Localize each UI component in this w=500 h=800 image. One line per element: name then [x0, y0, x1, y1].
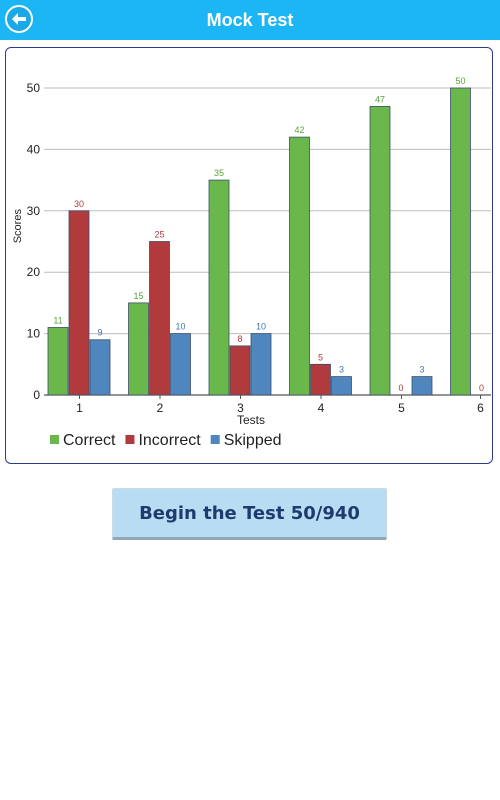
x-axis-label: Tests [237, 413, 265, 427]
y-tick-label: 10 [27, 327, 41, 341]
y-tick-label: 40 [27, 142, 41, 156]
bar-correct-2 [128, 302, 149, 396]
bar-correct-3 [208, 179, 230, 396]
x-tick-label: 3 [237, 401, 244, 415]
data-label: 50 [455, 76, 465, 86]
bar-incorrect-4 [310, 363, 331, 396]
legend-swatch-incorrect [125, 435, 135, 444]
data-label: 30 [74, 199, 84, 209]
y-tick-label: 0 [33, 388, 40, 402]
data-label: 10 [256, 322, 266, 332]
data-label: 3 [419, 365, 424, 375]
chart-card: 0 10 20 30 40 50 Scores 11 30 9 1 15 25 10 2 35 8 10 3 42 5 3… [5, 47, 493, 464]
bar-incorrect-1 [68, 210, 90, 396]
data-label: 25 [154, 230, 164, 240]
data-label: 0 [398, 383, 403, 393]
bar-correct-1 [47, 327, 69, 396]
x-tick-label: 1 [76, 401, 83, 415]
x-tick-label: 5 [398, 401, 405, 415]
data-label: 5 [318, 352, 323, 362]
data-label: 8 [237, 334, 242, 344]
legend-label-correct: Correct [63, 432, 116, 449]
top-bar: Mock Test [0, 0, 500, 40]
data-label: 0 [479, 383, 484, 393]
y-tick-label: 30 [27, 204, 41, 218]
data-label: 11 [53, 315, 62, 325]
score-chart: 01020304050Scores11309115251023581034253… [12, 76, 491, 449]
bar-correct-4 [289, 136, 310, 396]
bar-skipped-5 [411, 376, 433, 396]
x-tick-label: 6 [477, 401, 484, 415]
bar-correct-6 [450, 87, 471, 396]
page-title: Mock Test [206, 10, 294, 30]
data-label: 35 [214, 168, 224, 178]
y-tick-label: 20 [27, 265, 41, 279]
begin-test-button[interactable]: Begin the Test 50/940 [112, 488, 387, 540]
data-label: 15 [133, 291, 143, 301]
bar-skipped-2 [170, 333, 191, 396]
bar-incorrect-3 [229, 345, 251, 396]
x-tick-label: 2 [157, 401, 164, 415]
bar-skipped-4 [331, 376, 352, 396]
data-label: 10 [175, 322, 185, 332]
legend-swatch-correct [50, 435, 59, 444]
y-tick-label: 50 [27, 81, 41, 95]
bar-incorrect-2 [149, 241, 170, 396]
data-label: 42 [294, 125, 304, 135]
x-tick-label: 4 [318, 401, 325, 415]
back-arrow-icon [12, 13, 26, 25]
legend-swatch-skipped [210, 435, 220, 444]
data-label: 9 [97, 328, 102, 338]
data-label: 47 [375, 94, 385, 104]
bar-correct-5 [369, 106, 391, 396]
legend-label-incorrect: Incorrect [138, 432, 201, 449]
data-label: 3 [339, 365, 344, 375]
legend-label-skipped: Skipped [224, 432, 282, 449]
bar-skipped-3 [250, 333, 272, 396]
back-button[interactable] [5, 5, 33, 33]
bar-skipped-1 [89, 339, 111, 396]
y-axis-label: Scores [12, 209, 24, 244]
